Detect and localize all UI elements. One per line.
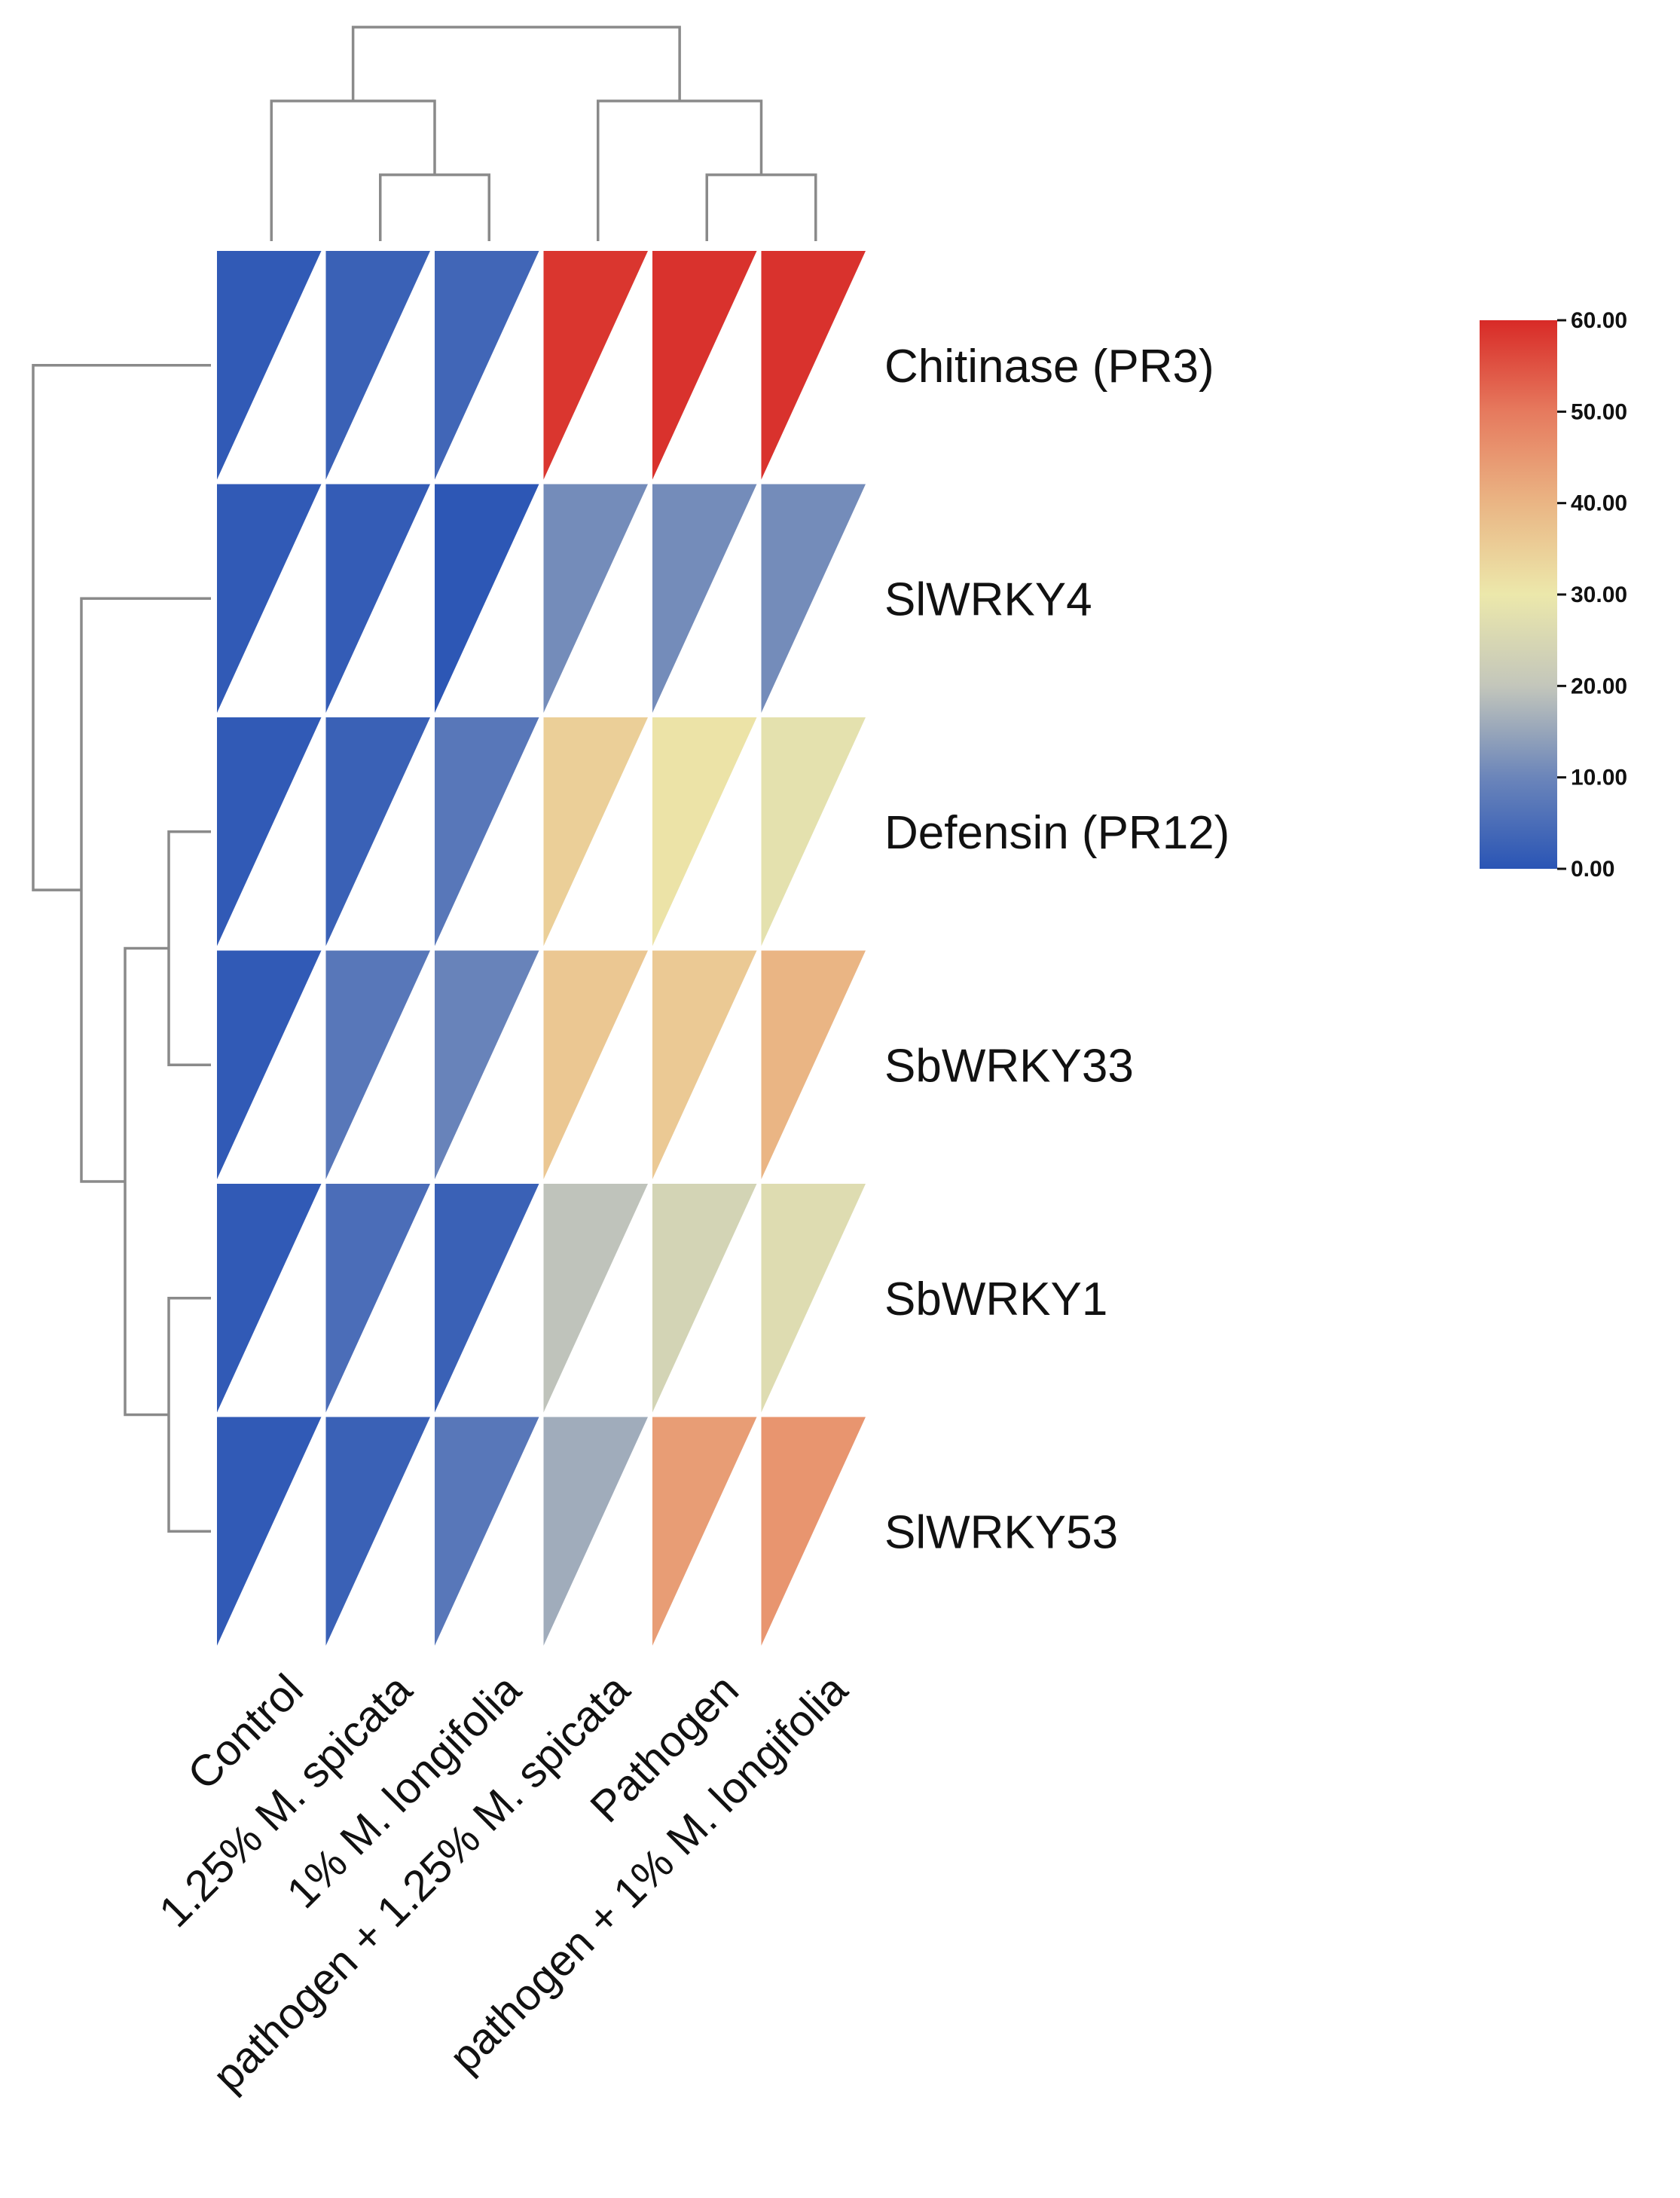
colorbar-tick-label: 0.00 xyxy=(1571,857,1614,882)
heatmap-cell-5-3 xyxy=(543,1417,648,1646)
column-dendrogram-link xyxy=(270,99,436,241)
colorbar-tick-label: 10.00 xyxy=(1571,766,1627,790)
heatmap-cell-1-5 xyxy=(761,484,866,713)
row-dendrogram-link xyxy=(167,830,211,1066)
heatmap-cell-5-5 xyxy=(761,1417,866,1646)
colorbar-tick-label: 40.00 xyxy=(1571,491,1627,516)
heatmap-cell-3-0 xyxy=(217,950,322,1179)
colorbar-tick-label: 20.00 xyxy=(1571,674,1627,699)
heatmap-cell-1-3 xyxy=(543,484,648,713)
heatmap-cell-2-3 xyxy=(543,717,648,946)
heatmap-cell-3-5 xyxy=(761,950,866,1179)
column-dendrogram-link xyxy=(351,26,681,101)
colorbar-ticks: 60.00 50.00 40.00 30.00 20.00 10.00 0.00 xyxy=(1557,308,1627,882)
colorbar-tick-label: 60.00 xyxy=(1571,308,1627,333)
heatmap-cells xyxy=(217,251,866,1646)
heatmap-cell-4-2 xyxy=(435,1184,539,1413)
heatmap-cell-1-2 xyxy=(435,484,539,713)
heatmap-cell-3-4 xyxy=(652,950,757,1179)
column-dendrogram xyxy=(270,26,817,241)
row-labels: Chitinase (PR3) SlWRKY4 Defensin (PR12) SbW… xyxy=(884,341,1229,1559)
row-label: Chitinase (PR3) xyxy=(884,341,1214,393)
heatmap-cell-0-3 xyxy=(543,251,648,480)
heatmap-cell-3-1 xyxy=(325,950,430,1179)
heatmap-cell-2-1 xyxy=(325,717,430,946)
column-dendrogram-link xyxy=(379,173,490,241)
row-label: SlWRKY4 xyxy=(884,573,1092,625)
heatmap-cell-4-5 xyxy=(761,1184,866,1413)
heatmap-cell-0-4 xyxy=(652,251,757,480)
heatmap-cell-1-1 xyxy=(325,484,430,713)
row-dendrogram-link xyxy=(167,1297,211,1533)
heatmap-cell-4-4 xyxy=(652,1184,757,1413)
column-dendrogram-link xyxy=(597,99,763,241)
heatmap-cell-5-2 xyxy=(435,1417,539,1646)
heatmap-cell-5-4 xyxy=(652,1417,757,1646)
row-label: SbWRKY33 xyxy=(884,1040,1134,1092)
heatmap-cell-3-3 xyxy=(543,950,648,1179)
heatmap-cell-4-0 xyxy=(217,1184,322,1413)
heatmap-cell-0-5 xyxy=(761,251,866,480)
column-dendrogram-link xyxy=(705,173,817,241)
row-label: SbWRKY1 xyxy=(884,1273,1107,1325)
heatmap-cell-2-5 xyxy=(761,717,866,946)
heatmap-cell-0-1 xyxy=(325,251,430,480)
heatmap-cell-0-2 xyxy=(435,251,539,480)
heatmap-cell-1-4 xyxy=(652,484,757,713)
row-dendrogram-link xyxy=(124,946,169,1417)
heatmap-cell-4-1 xyxy=(325,1184,430,1413)
colorbar-tick-label: 50.00 xyxy=(1571,399,1627,424)
row-label: Defensin (PR12) xyxy=(884,807,1229,859)
colorbar: 60.00 50.00 40.00 30.00 20.00 10.00 0.00 xyxy=(1480,308,1627,882)
heatmap-cell-2-4 xyxy=(652,717,757,946)
colorbar-gradient xyxy=(1480,320,1557,869)
row-dendrogram xyxy=(32,364,211,1533)
heatmap-cell-3-2 xyxy=(435,950,539,1179)
heatmap-cell-2-2 xyxy=(435,717,539,946)
colorbar-tick-label: 30.00 xyxy=(1571,582,1627,607)
heatmap-cell-1-0 xyxy=(217,484,322,713)
row-dendrogram-link xyxy=(32,364,211,891)
row-dendrogram-link xyxy=(80,597,211,1183)
heatmap-cell-5-0 xyxy=(217,1417,322,1646)
heatmap-cell-4-3 xyxy=(543,1184,648,1413)
heatmap-cell-0-0 xyxy=(217,251,322,480)
row-label: SlWRKY53 xyxy=(884,1506,1118,1558)
heatmap-cell-2-0 xyxy=(217,717,322,946)
heatmap-cell-5-1 xyxy=(325,1417,430,1646)
